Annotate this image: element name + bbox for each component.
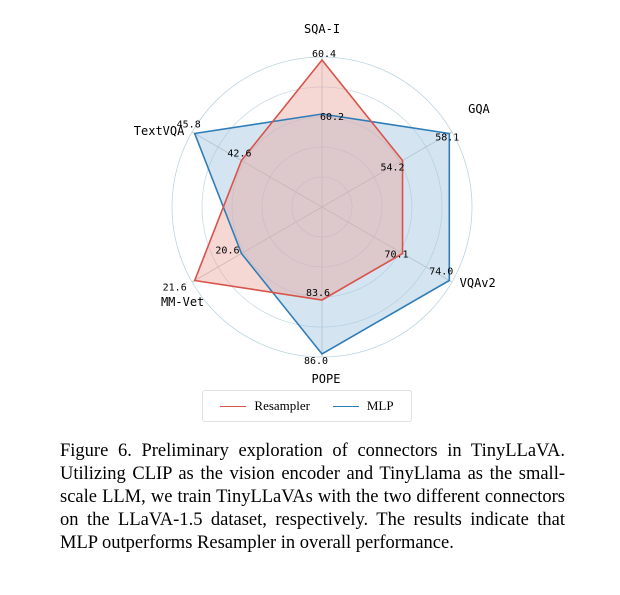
series-line-resampler — [193, 58, 404, 301]
axis-label-sqa-i: SQA-I — [304, 22, 340, 36]
legend: Resampler MLP — [202, 390, 412, 422]
axis-line-mm-vet — [191, 206, 323, 283]
axis-label-mm-vet: MM-Vet — [161, 295, 204, 309]
axis-line-textvqa — [191, 131, 323, 208]
legend-item-resampler: Resampler — [220, 398, 310, 414]
value-label-resampler-mm-vet: 21.6 — [163, 283, 187, 294]
value-label-mlp-textvqa: 45.8 — [177, 120, 201, 131]
axis-line-vqav2 — [321, 206, 453, 283]
value-label-resampler-vqav2: 70.1 — [384, 250, 408, 261]
value-label-resampler-sqa-i: 60.4 — [312, 49, 336, 60]
legend-label-mlp: MLP — [366, 398, 394, 413]
radar-chart: SQA-I GQA VQAv2 POPE MM-Vet TextVQA 60.4 60.2 58… — [134, 22, 496, 422]
legend-label-resampler: Resampler — [254, 398, 310, 413]
value-label-resampler-gqa: 54.2 — [380, 163, 404, 174]
legend-item-mlp: MLP — [332, 398, 394, 414]
value-label-resampler-textvqa: 42.6 — [227, 149, 251, 160]
figure-caption: Figure 6. Preliminary exploration of con… — [60, 441, 565, 553]
legend-swatch-resampler — [220, 405, 247, 407]
axis-label-pope: POPE — [312, 372, 341, 386]
series-fill-mlp — [194, 114, 450, 354]
legend-swatch-mlp — [332, 405, 359, 407]
axis-label-gqa: GQA — [468, 102, 490, 116]
value-label-mlp-pope: 86.0 — [304, 356, 328, 367]
value-label-mlp-sqa-i: 60.2 — [320, 112, 344, 123]
axis-label-textvqa: TextVQA — [134, 124, 185, 138]
series-line-mlp — [193, 113, 451, 356]
value-label-mlp-mm-vet: 20.6 — [215, 246, 239, 257]
series-fill-resampler — [194, 60, 403, 300]
value-label-mlp-vqav2: 74.0 — [429, 267, 453, 278]
value-label-mlp-gqa: 58.1 — [435, 133, 459, 144]
value-label-resampler-pope: 83.6 — [306, 288, 330, 299]
axis-label-vqav2: VQAv2 — [460, 276, 496, 290]
radar-svg: SQA-I GQA VQAv2 POPE MM-Vet TextVQA 60.4 60.2 58… — [134, 22, 496, 386]
axis-line-gqa — [321, 131, 453, 208]
